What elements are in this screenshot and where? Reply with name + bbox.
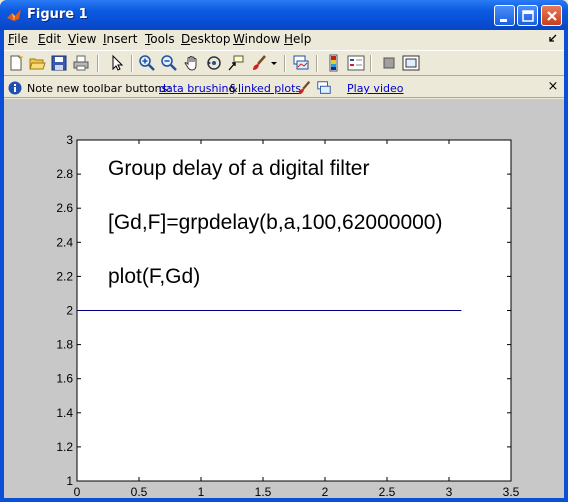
- info-icon: [8, 81, 22, 95]
- toolbar-separator: [131, 55, 133, 72]
- y-tick-label: 2.6: [56, 201, 73, 215]
- brush-dropdown-icon[interactable]: [269, 54, 279, 72]
- colorbar-icon[interactable]: [325, 54, 343, 72]
- x-tick-label: 2.5: [379, 485, 396, 498]
- play-video-link[interactable]: Play video: [347, 82, 404, 95]
- figure-canvas: 1 1.2 1.4 1.6 1.8 2 2.2 2.4 2.6 2.8 3 0 0.5 1 1.5 2 2.5…: [4, 99, 564, 498]
- data-brushing-link[interactable]: data brushing: [159, 82, 236, 95]
- edit-plot-arrow-icon[interactable]: [108, 54, 126, 72]
- hide-plot-tools-icon[interactable]: [380, 54, 398, 72]
- x-tick-label: 1.5: [255, 485, 272, 498]
- maximize-icon: [522, 10, 534, 22]
- x-tick-label: 1: [198, 485, 205, 498]
- y-tick-label: 2.2: [56, 269, 73, 283]
- y-tick-label: 1.8: [56, 338, 73, 352]
- menu-file[interactable]: File: [8, 32, 29, 46]
- info-message: Note new toolbar buttons:: [27, 82, 172, 95]
- brush-icon[interactable]: [250, 54, 268, 72]
- data-cursor-icon[interactable]: [227, 54, 245, 72]
- zoom-in-icon[interactable]: [138, 54, 156, 72]
- minimize-icon: [500, 19, 507, 22]
- y-ticks: 1 1.2 1.4 1.6 1.8 2 2.2 2.4 2.6 2.8 3: [56, 133, 511, 488]
- x-tick-label: 2: [322, 485, 329, 498]
- close-infobar-icon[interactable]: ×: [547, 79, 559, 94]
- menu-insert-rest: nsert: [106, 32, 138, 46]
- minimize-button[interactable]: [494, 5, 515, 26]
- menu-window-rest: indow: [244, 32, 281, 46]
- menu-tools[interactable]: Tools: [145, 32, 175, 46]
- menu-desktop[interactable]: Desktop: [181, 32, 231, 46]
- menu-help-rest: elp: [293, 32, 312, 46]
- window-title: Figure 1: [27, 7, 88, 22]
- window-client: File Edit View Insert Tools Desktop Wind…: [4, 30, 564, 498]
- link-info-icon: [317, 81, 331, 94]
- menu-insert[interactable]: Insert: [103, 32, 138, 46]
- x-tick-label: 0.5: [131, 485, 148, 498]
- x-ticks: 0 0.5 1 1.5 2 2.5 3 3.5: [74, 140, 520, 498]
- title-bar[interactable]: Figure 1: [0, 0, 568, 30]
- linked-plots-link[interactable]: linked plots: [238, 82, 302, 95]
- y-tick-label: 2.4: [56, 235, 73, 249]
- menu-edit-rest: dit: [45, 32, 62, 46]
- y-tick-label: 1.4: [56, 406, 73, 420]
- close-button[interactable]: [541, 5, 562, 26]
- y-tick-label: 2: [66, 304, 73, 318]
- x-tick-label: 0: [74, 485, 81, 498]
- y-tick-label: 1: [66, 474, 73, 488]
- menu-tools-rest: ools: [150, 32, 175, 46]
- toolbar-separator: [370, 55, 372, 72]
- dock-arrow-icon[interactable]: [548, 33, 558, 43]
- save-icon[interactable]: [50, 54, 68, 72]
- annotations: Group delay of a digital filter [Gd,F]=gr…: [108, 157, 442, 288]
- zoom-out-icon[interactable]: [160, 54, 178, 72]
- legend-icon[interactable]: [347, 54, 365, 72]
- pan-hand-icon[interactable]: [183, 54, 201, 72]
- x-tick-label: 3.5: [503, 485, 520, 498]
- y-tick-label: 1.6: [56, 372, 73, 386]
- toolbar-separator: [316, 55, 318, 72]
- menu-help[interactable]: Help: [284, 32, 312, 46]
- menu-desktop-rest: esktop: [190, 32, 231, 46]
- link-plot-icon[interactable]: [292, 54, 310, 72]
- info-bar: Note new toolbar buttons: data brushing …: [4, 78, 564, 98]
- rotate-3d-icon[interactable]: [205, 54, 223, 72]
- matlab-logo-icon: [7, 9, 21, 21]
- x-tick-label: 3: [446, 485, 453, 498]
- menu-bar: File Edit View Insert Tools Desktop Wind…: [4, 30, 564, 49]
- annotation-text: plot(F,Gd): [108, 265, 200, 288]
- annotation-text: Group delay of a digital filter: [108, 157, 369, 180]
- menu-window[interactable]: Window: [233, 32, 281, 46]
- show-plot-tools-icon[interactable]: [402, 54, 420, 72]
- print-icon[interactable]: [72, 54, 90, 72]
- figure-toolbar: [4, 50, 564, 76]
- annotation-text: [Gd,F]=grpdelay(b,a,100,62000000): [108, 211, 442, 234]
- maximize-button[interactable]: [517, 5, 538, 26]
- menu-view[interactable]: View: [68, 32, 97, 46]
- toolbar-separator: [97, 55, 99, 72]
- brush-info-icon: [298, 81, 311, 95]
- info-amp: &: [229, 82, 238, 95]
- y-tick-label: 1.2: [56, 440, 73, 454]
- y-tick-label: 3: [66, 133, 73, 147]
- menu-view-rest: iew: [75, 32, 97, 46]
- open-file-icon[interactable]: [28, 54, 46, 72]
- close-icon: [547, 11, 557, 21]
- new-figure-icon[interactable]: [7, 54, 25, 72]
- menu-edit[interactable]: Edit: [38, 32, 62, 46]
- y-tick-label: 2.8: [56, 167, 73, 181]
- toolbar-separator: [284, 55, 286, 72]
- plot-svg: 1 1.2 1.4 1.6 1.8 2 2.2 2.4 2.6 2.8 3 0 0.5 1 1.5 2 2.5…: [56, 133, 520, 498]
- menu-file-rest: ile: [14, 32, 29, 46]
